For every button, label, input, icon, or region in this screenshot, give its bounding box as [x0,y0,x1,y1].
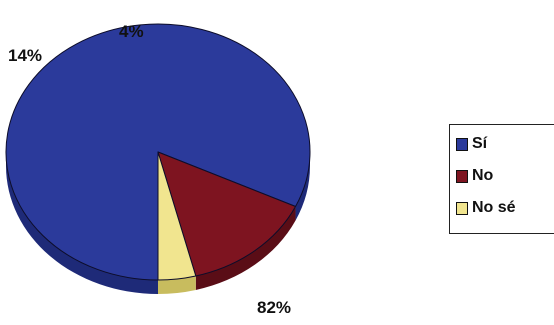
pie-slice-no-se [157,151,197,281]
legend-item-si: Sí [456,133,487,155]
pie-slices [5,23,311,281]
legend-label-no-se: No sé [472,199,516,216]
legend-swatch-si [456,137,468,151]
pie-slice-no [157,151,297,277]
legend-label-si: Sí [472,135,488,152]
legend-swatch-no [456,169,468,183]
legend: Sí No No sé [449,124,554,234]
legend-swatch-no-se [456,201,468,215]
pie-depth-si [295,152,310,221]
data-label-no: 14% [8,46,42,65]
legend-label-no: No [472,167,494,184]
legend-item-no-se: No sé [456,197,516,219]
data-label-si: 82% [257,298,291,317]
pie-depth-no-se [158,275,196,294]
data-label-no-se: 4% [119,22,144,41]
legend-item-no: No [456,165,493,187]
